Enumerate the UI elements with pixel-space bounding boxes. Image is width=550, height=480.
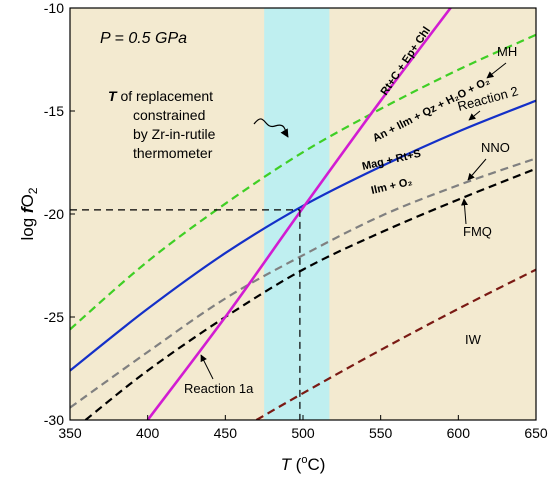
x-tick-label: 450: [214, 425, 238, 441]
series-line-iw: [255, 268, 536, 420]
mh-label: MH: [497, 44, 517, 59]
replacement-note-line3: by Zr-in-rutile: [133, 126, 216, 142]
y-tick-label: -10: [44, 0, 64, 16]
y-tick-label: -15: [44, 103, 64, 119]
x-tick-label: 400: [136, 425, 160, 441]
series-lines: [70, 8, 536, 420]
nno-label: NNO: [481, 140, 510, 155]
iw-label: IW: [465, 332, 482, 347]
replacement-arrow: [253, 118, 289, 138]
series-line-reaction-1a: [146, 8, 453, 420]
nno-arrow: [467, 158, 487, 181]
series-line-mh: [70, 33, 536, 331]
x-tick-label: 500: [291, 425, 315, 441]
x-tick-label: 650: [524, 425, 548, 441]
reaction2-arrow: [468, 110, 481, 121]
reaction1a-label: Reaction 1a: [184, 381, 254, 396]
y-tick-label: -20: [44, 206, 64, 222]
pressure-label: P = 0.5 GPa: [100, 30, 187, 47]
y-tick-label: -30: [44, 412, 64, 428]
y-tick-label: -25: [44, 309, 64, 325]
mh-arrow: [486, 62, 507, 79]
replacement-note-line4: thermometer: [133, 145, 213, 161]
reaction1a-arrow: [200, 354, 214, 380]
replacement-note-line2: constrained: [133, 107, 205, 123]
x-tick-label: 600: [447, 425, 471, 441]
series-line-fmq: [84, 167, 536, 420]
axis-ticks: 350 400 450 500 550 600 650 -10 -15 -20 -25 -30: [44, 0, 548, 441]
series-line-nno: [70, 157, 536, 409]
zr-in-rutile-temperature-band: [264, 8, 330, 420]
x-axis-label: T (oC): [281, 454, 326, 474]
fmq-arrow: [461, 198, 468, 225]
x-tick-label: 350: [58, 425, 82, 441]
x-tick-label: 550: [369, 425, 393, 441]
fmq-label: FMQ: [463, 224, 492, 239]
y-axis-label: log fO2: [18, 187, 40, 240]
replacement-note-line1: T of replacement: [108, 88, 213, 104]
